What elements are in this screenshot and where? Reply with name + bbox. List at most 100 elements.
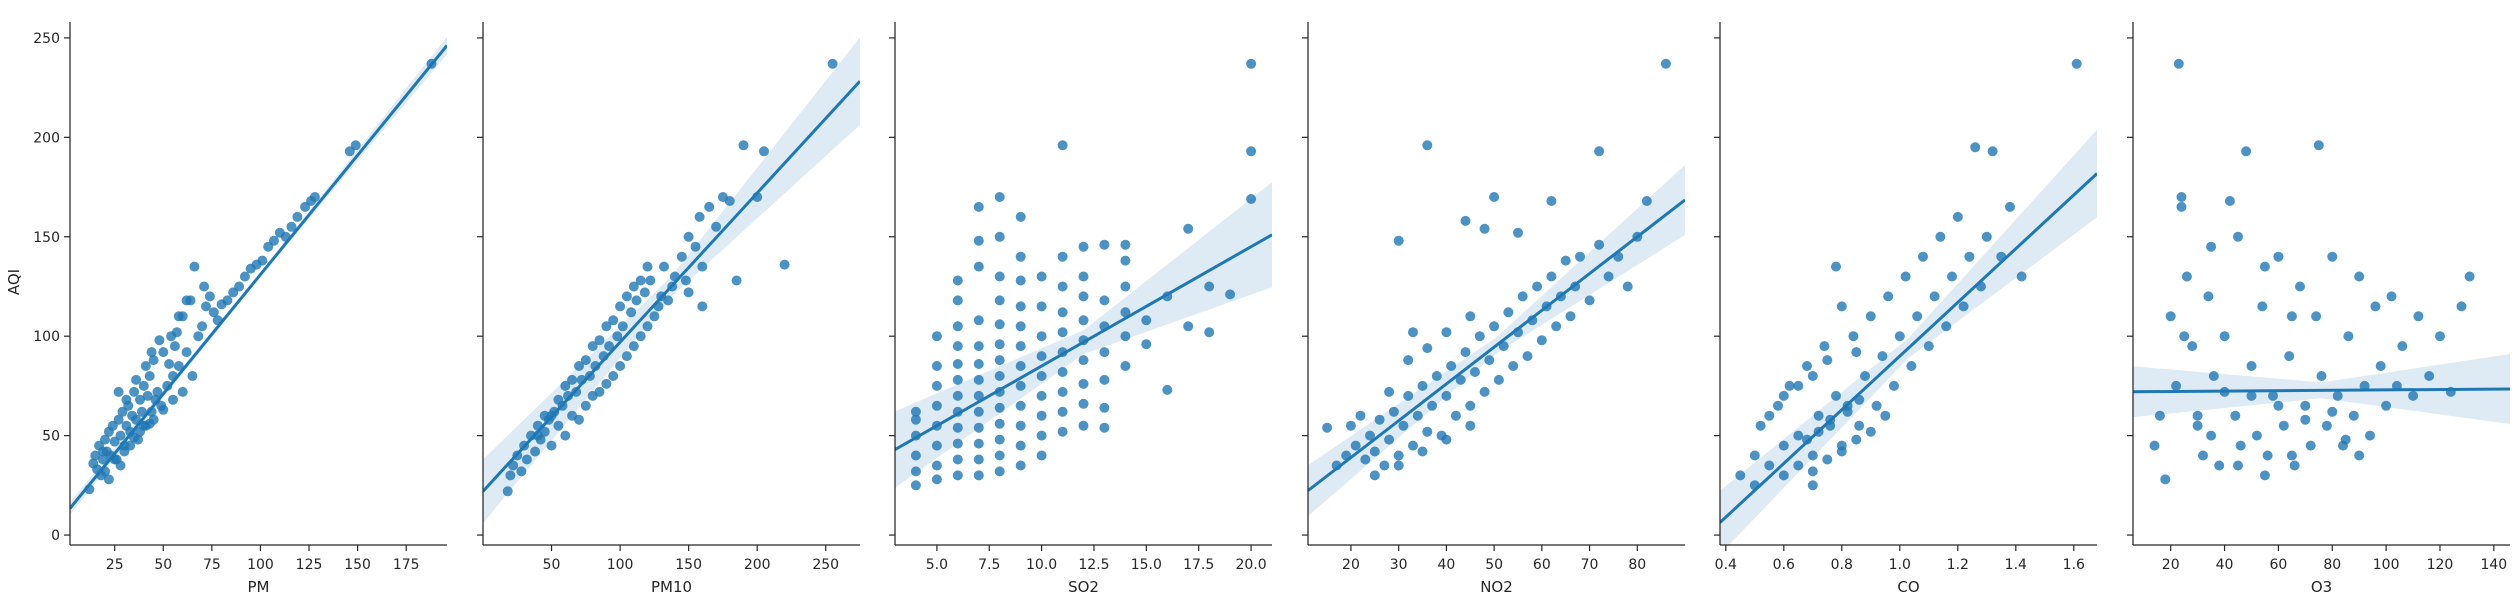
data-point [1802, 361, 1812, 371]
x-tick-label: 25 [106, 557, 124, 573]
data-point [952, 275, 963, 286]
data-point [952, 374, 963, 385]
data-point [2313, 140, 2324, 151]
data-point [173, 361, 184, 371]
data-point [994, 450, 1005, 461]
data-point [615, 301, 626, 312]
data-point [269, 235, 279, 246]
data-point [694, 211, 705, 222]
scatter-points [1735, 58, 2082, 491]
data-point [1912, 311, 1923, 322]
data-point [521, 454, 532, 465]
x-axis-label: PM [248, 578, 270, 596]
regression-line [1308, 198, 1685, 492]
data-point [530, 446, 541, 457]
data-point [100, 434, 110, 445]
data-point [1204, 327, 1215, 338]
data-point [142, 390, 153, 401]
data-point [2354, 271, 2365, 282]
data-point [2284, 351, 2295, 362]
data-point [1871, 400, 1882, 411]
data-point [910, 406, 921, 417]
data-point [1120, 307, 1131, 318]
x-tick-label: 20 [2162, 557, 2180, 573]
data-point [931, 380, 942, 391]
data-point [1036, 450, 1047, 461]
data-point [1813, 410, 1824, 421]
data-point [1078, 355, 1089, 366]
subplot-co: 0.4 0.6 0.8 1.0 1.2 1.4 1.6 CO [1714, 22, 2097, 596]
data-point [580, 355, 591, 366]
x-tick-label: 0.4 [1715, 557, 1737, 573]
data-point [1793, 430, 1804, 441]
data-point [2359, 380, 2370, 391]
data-point [286, 221, 297, 232]
data-point [973, 341, 984, 352]
data-point [140, 361, 151, 371]
data-point [144, 418, 155, 429]
data-point [1860, 371, 1870, 381]
data-point [931, 400, 942, 411]
data-point [2327, 406, 2338, 417]
data-point [1403, 355, 1414, 366]
data-point [171, 327, 182, 338]
data-point [197, 321, 208, 332]
data-point [973, 359, 984, 369]
regression-line [2133, 387, 2510, 394]
data-point [1057, 307, 1068, 318]
data-point [1369, 470, 1380, 481]
data-point [113, 414, 124, 425]
data-point [1565, 311, 1576, 322]
x-tick-label: 250 [812, 557, 839, 573]
data-point [973, 470, 984, 481]
data-point [162, 380, 173, 391]
data-point [1057, 327, 1068, 338]
data-point [738, 140, 749, 151]
data-point [158, 347, 169, 358]
data-point [952, 341, 963, 352]
data-point [560, 430, 571, 441]
data-point [1851, 347, 1862, 358]
data-point [604, 341, 615, 352]
data-point [1560, 255, 1571, 266]
data-point [1906, 361, 1917, 371]
data-point [910, 480, 921, 491]
data-point [1141, 339, 1152, 350]
data-point [2327, 251, 2338, 262]
data-point [154, 335, 165, 346]
data-point [973, 235, 984, 246]
data-point [1057, 406, 1068, 417]
data-point [994, 192, 1005, 202]
data-point [663, 295, 674, 306]
scatter-points [502, 58, 838, 497]
data-point [292, 211, 303, 222]
data-point [973, 390, 984, 401]
data-point [2321, 420, 2332, 431]
data-point [152, 386, 163, 397]
x-tick-label: 125 [296, 557, 323, 573]
regression-line [1720, 172, 2097, 524]
data-point [1393, 450, 1404, 461]
data-point [2300, 414, 2311, 425]
data-point [2262, 450, 2273, 461]
data-point [1417, 380, 1428, 391]
x-tick-label: 175 [393, 557, 420, 573]
data-point [1036, 390, 1047, 401]
data-point [208, 307, 219, 318]
data-point [1575, 251, 1585, 262]
data-point [98, 446, 108, 457]
x-tick-label: 60 [1533, 557, 1551, 573]
confidence-band [895, 182, 1272, 488]
data-point [350, 140, 361, 151]
data-point [1489, 321, 1500, 332]
data-point [1735, 470, 1746, 481]
data-point [1987, 146, 1998, 157]
data-point [1894, 331, 1905, 342]
data-point [2397, 341, 2408, 352]
data-point [2179, 331, 2190, 342]
data-point [1350, 440, 1361, 451]
data-point [2295, 281, 2305, 292]
data-point [1036, 331, 1047, 342]
data-point [1465, 400, 1476, 411]
data-point [994, 231, 1005, 242]
